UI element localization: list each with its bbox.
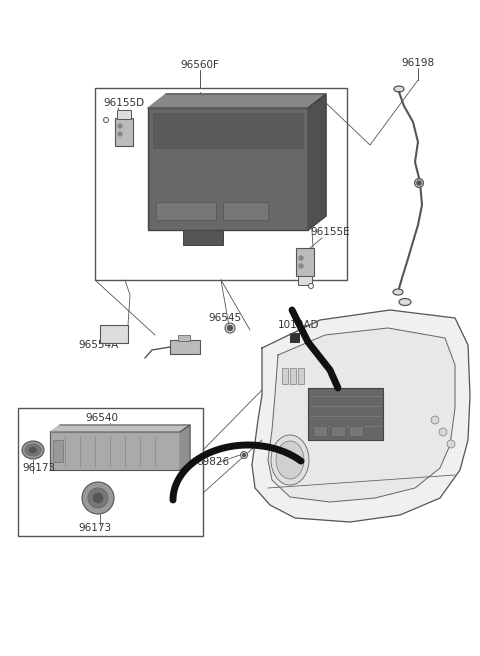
Ellipse shape xyxy=(271,435,309,485)
Bar xyxy=(282,368,288,384)
Bar xyxy=(296,248,314,276)
Text: 96155E: 96155E xyxy=(310,227,349,237)
Bar xyxy=(53,440,63,462)
Circle shape xyxy=(228,325,232,331)
Bar xyxy=(50,432,180,470)
Ellipse shape xyxy=(22,441,44,459)
Polygon shape xyxy=(148,94,326,108)
Polygon shape xyxy=(252,310,470,522)
Text: 96560F: 96560F xyxy=(180,60,219,70)
Bar xyxy=(117,110,131,119)
Bar xyxy=(100,325,128,343)
Text: 96554A: 96554A xyxy=(78,340,118,350)
Circle shape xyxy=(118,132,122,136)
Text: 69826: 69826 xyxy=(196,457,229,467)
Circle shape xyxy=(118,124,122,128)
Bar xyxy=(178,335,190,341)
Text: 96545: 96545 xyxy=(208,313,241,323)
Bar xyxy=(298,276,312,285)
Ellipse shape xyxy=(29,447,37,453)
Bar xyxy=(290,333,299,342)
Text: FR.: FR. xyxy=(380,349,406,363)
Bar xyxy=(313,426,327,436)
Text: 96155D: 96155D xyxy=(103,98,144,108)
Circle shape xyxy=(299,256,303,260)
Circle shape xyxy=(88,488,108,508)
Polygon shape xyxy=(308,94,326,230)
Ellipse shape xyxy=(447,440,455,448)
Circle shape xyxy=(415,178,423,188)
Bar xyxy=(290,368,296,384)
Bar xyxy=(349,426,363,436)
Ellipse shape xyxy=(431,416,439,424)
Circle shape xyxy=(299,264,303,268)
Polygon shape xyxy=(180,425,190,470)
Bar xyxy=(223,202,268,220)
Text: 96540: 96540 xyxy=(85,413,118,423)
Circle shape xyxy=(93,493,103,503)
Text: 1018AD: 1018AD xyxy=(278,320,320,330)
Circle shape xyxy=(104,117,108,123)
Circle shape xyxy=(417,181,421,185)
Text: 96173: 96173 xyxy=(78,523,111,533)
Text: 96173: 96173 xyxy=(22,463,55,473)
Ellipse shape xyxy=(276,441,304,479)
Circle shape xyxy=(225,323,235,333)
Ellipse shape xyxy=(393,289,403,295)
Bar xyxy=(18,408,203,536)
Bar xyxy=(148,108,308,230)
Bar xyxy=(331,426,345,436)
Text: 96198: 96198 xyxy=(401,58,434,68)
Bar xyxy=(308,388,383,440)
Bar xyxy=(156,202,216,220)
Bar xyxy=(298,368,304,384)
Circle shape xyxy=(309,283,313,289)
Circle shape xyxy=(240,451,248,459)
Ellipse shape xyxy=(439,428,447,436)
Polygon shape xyxy=(268,328,455,502)
Bar xyxy=(170,340,200,354)
Bar xyxy=(153,113,303,148)
Ellipse shape xyxy=(394,86,404,92)
Polygon shape xyxy=(50,425,190,432)
Ellipse shape xyxy=(25,444,41,456)
Ellipse shape xyxy=(399,298,411,306)
Bar xyxy=(183,230,223,245)
Bar xyxy=(115,118,133,146)
Circle shape xyxy=(82,482,114,514)
Circle shape xyxy=(242,453,245,457)
Bar xyxy=(95,88,347,280)
